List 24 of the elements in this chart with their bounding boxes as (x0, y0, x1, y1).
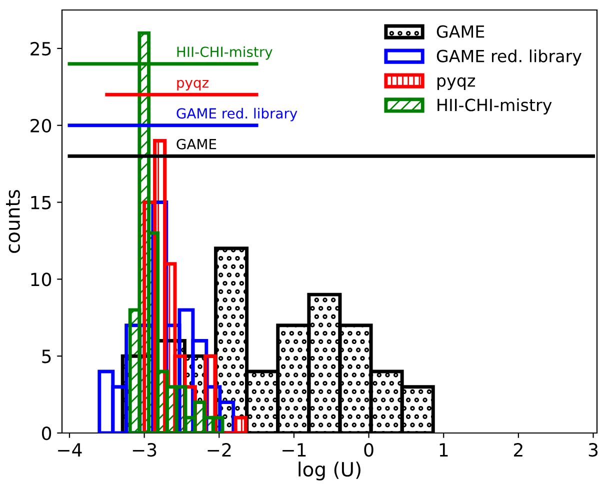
x-tick-label: 0 (364, 443, 374, 457)
annotation: pyqz (177, 80, 208, 91)
legend-label: HII-CHI-mistry (438, 98, 552, 115)
x-tick-label: −2 (208, 443, 231, 456)
x-tick-label: −1 (282, 443, 306, 456)
legend-label: pyqz (437, 77, 475, 90)
legend-label: GAME red. library (436, 49, 582, 66)
annotation: GAME red. library (176, 108, 298, 122)
x-tick-label: 2 (514, 443, 522, 456)
y-axis-title: counts (6, 190, 20, 253)
annotation: HII-CHI-mistry (177, 46, 272, 60)
y-tick-label: 5 (42, 350, 51, 364)
y-tick-label: 15 (31, 196, 51, 210)
y-tick-label: 10 (31, 272, 52, 286)
y-tick-label: 20 (30, 118, 52, 132)
x-tick-label: 1 (440, 443, 448, 456)
legend-label: GAME (436, 25, 484, 38)
annotation: GAME (176, 138, 216, 150)
x-tick-label: 3 (588, 443, 598, 457)
y-tick-label: 0 (42, 426, 52, 440)
x-tick-label: −4 (58, 443, 82, 456)
x-tick-label: −3 (132, 443, 156, 457)
x-axis-title: log (U) (298, 462, 360, 480)
y-tick-label: 25 (30, 42, 51, 56)
